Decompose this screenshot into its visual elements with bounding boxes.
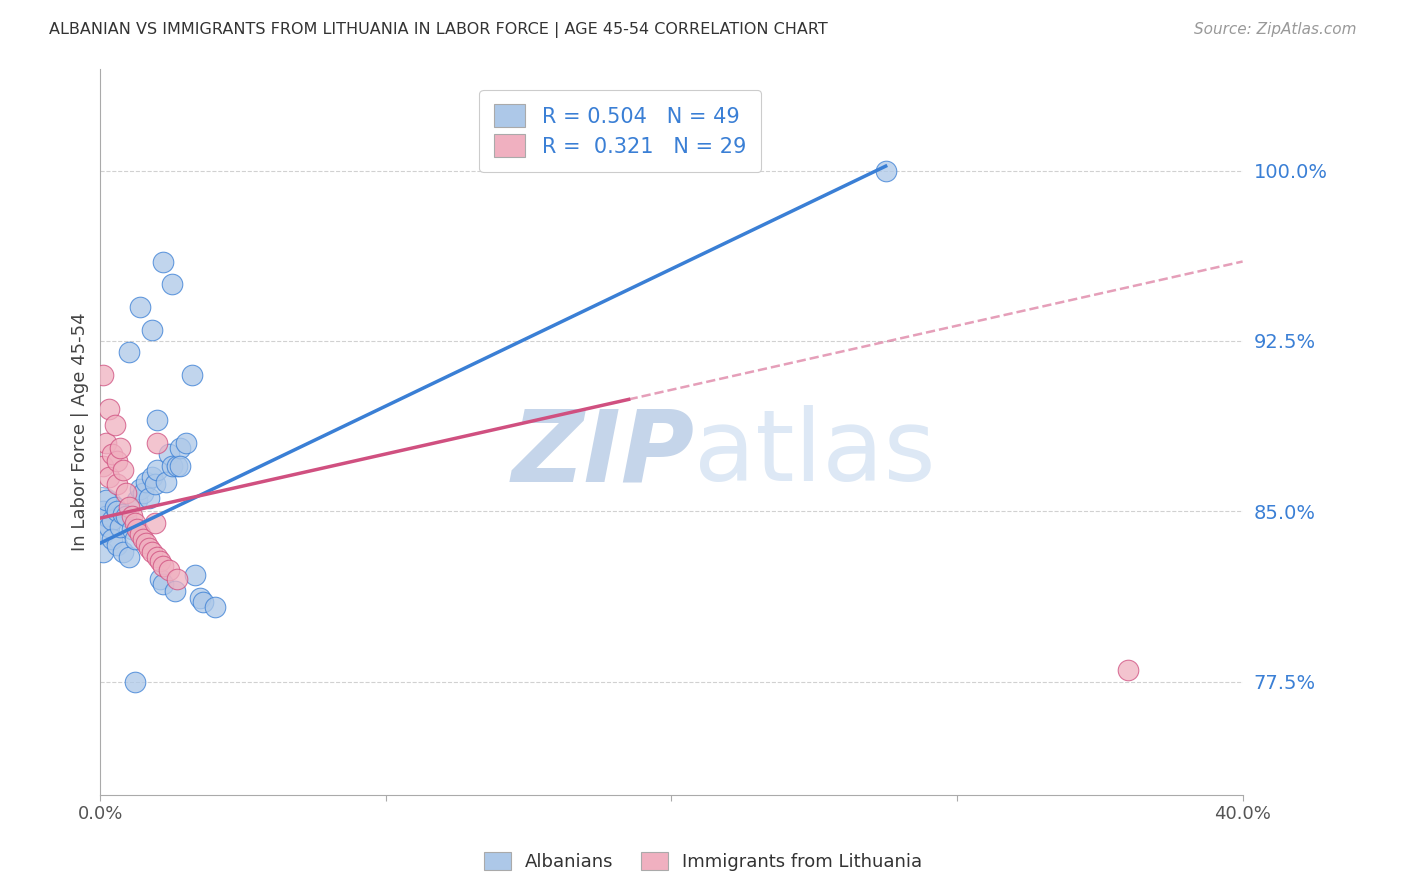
Point bbox=[115, 508, 138, 523]
Point bbox=[91, 504, 114, 518]
Point bbox=[104, 500, 127, 514]
Legend: Albanians, Immigrants from Lithuania: Albanians, Immigrants from Lithuania bbox=[477, 845, 929, 879]
Point bbox=[166, 458, 188, 473]
Point bbox=[166, 573, 188, 587]
Point bbox=[152, 558, 174, 573]
Point bbox=[97, 470, 120, 484]
Point bbox=[191, 595, 214, 609]
Point bbox=[107, 504, 129, 518]
Point bbox=[127, 523, 149, 537]
Y-axis label: In Labor Force | Age 45-54: In Labor Force | Age 45-54 bbox=[72, 312, 89, 551]
Point bbox=[100, 532, 122, 546]
Point bbox=[110, 441, 132, 455]
Point bbox=[169, 458, 191, 473]
Point bbox=[91, 545, 114, 559]
Point bbox=[129, 300, 152, 314]
Point bbox=[110, 520, 132, 534]
Point bbox=[129, 482, 152, 496]
Point bbox=[91, 368, 114, 382]
Point bbox=[94, 492, 117, 507]
Point bbox=[146, 463, 169, 477]
Point bbox=[149, 554, 172, 568]
Point bbox=[124, 532, 146, 546]
Point bbox=[157, 448, 180, 462]
Point bbox=[160, 277, 183, 292]
Point bbox=[97, 402, 120, 417]
Point bbox=[118, 500, 141, 514]
Point bbox=[141, 323, 163, 337]
Point bbox=[124, 516, 146, 530]
Point bbox=[135, 536, 157, 550]
Point bbox=[180, 368, 202, 382]
Point bbox=[112, 507, 135, 521]
Point bbox=[112, 463, 135, 477]
Point bbox=[107, 477, 129, 491]
Point bbox=[89, 504, 111, 518]
Point bbox=[143, 477, 166, 491]
Point bbox=[146, 436, 169, 450]
Point bbox=[174, 436, 197, 450]
Point bbox=[149, 573, 172, 587]
Point bbox=[129, 527, 152, 541]
Legend: R = 0.504   N = 49, R =  0.321   N = 29: R = 0.504 N = 49, R = 0.321 N = 29 bbox=[479, 90, 761, 171]
Point bbox=[183, 567, 205, 582]
Point bbox=[152, 254, 174, 268]
Text: atlas: atlas bbox=[695, 405, 936, 502]
Point bbox=[118, 345, 141, 359]
Point bbox=[141, 545, 163, 559]
Point bbox=[169, 441, 191, 455]
Point bbox=[163, 583, 186, 598]
Point bbox=[135, 475, 157, 489]
Point bbox=[138, 541, 160, 555]
Point bbox=[132, 532, 155, 546]
Point bbox=[155, 475, 177, 489]
Point bbox=[121, 508, 143, 523]
Point bbox=[875, 163, 897, 178]
Point bbox=[97, 520, 120, 534]
Point bbox=[112, 545, 135, 559]
Point bbox=[188, 591, 211, 605]
Point bbox=[107, 538, 129, 552]
Point bbox=[118, 549, 141, 564]
Text: ZIP: ZIP bbox=[512, 405, 695, 502]
Point bbox=[121, 523, 143, 537]
Text: Source: ZipAtlas.com: Source: ZipAtlas.com bbox=[1194, 22, 1357, 37]
Point bbox=[146, 549, 169, 564]
Point bbox=[1118, 663, 1140, 677]
Point bbox=[152, 577, 174, 591]
Point bbox=[141, 470, 163, 484]
Text: ALBANIAN VS IMMIGRANTS FROM LITHUANIA IN LABOR FORCE | AGE 45-54 CORRELATION CHA: ALBANIAN VS IMMIGRANTS FROM LITHUANIA IN… bbox=[49, 22, 828, 38]
Point bbox=[94, 508, 117, 523]
Point bbox=[138, 491, 160, 505]
Point bbox=[104, 417, 127, 432]
Point bbox=[132, 486, 155, 500]
Point bbox=[160, 458, 183, 473]
Point bbox=[204, 599, 226, 614]
Point bbox=[146, 413, 169, 427]
Point bbox=[143, 516, 166, 530]
Point bbox=[157, 563, 180, 577]
Point bbox=[100, 448, 122, 462]
Point bbox=[127, 492, 149, 507]
Point bbox=[91, 458, 114, 473]
Point bbox=[124, 674, 146, 689]
Point bbox=[115, 486, 138, 500]
Point bbox=[100, 513, 122, 527]
Point bbox=[107, 454, 129, 468]
Point bbox=[91, 527, 114, 541]
Point bbox=[94, 436, 117, 450]
